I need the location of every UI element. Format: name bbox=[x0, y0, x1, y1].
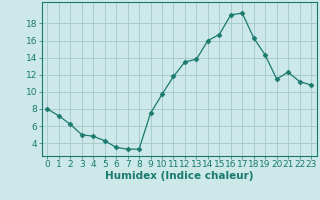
X-axis label: Humidex (Indice chaleur): Humidex (Indice chaleur) bbox=[105, 171, 253, 181]
